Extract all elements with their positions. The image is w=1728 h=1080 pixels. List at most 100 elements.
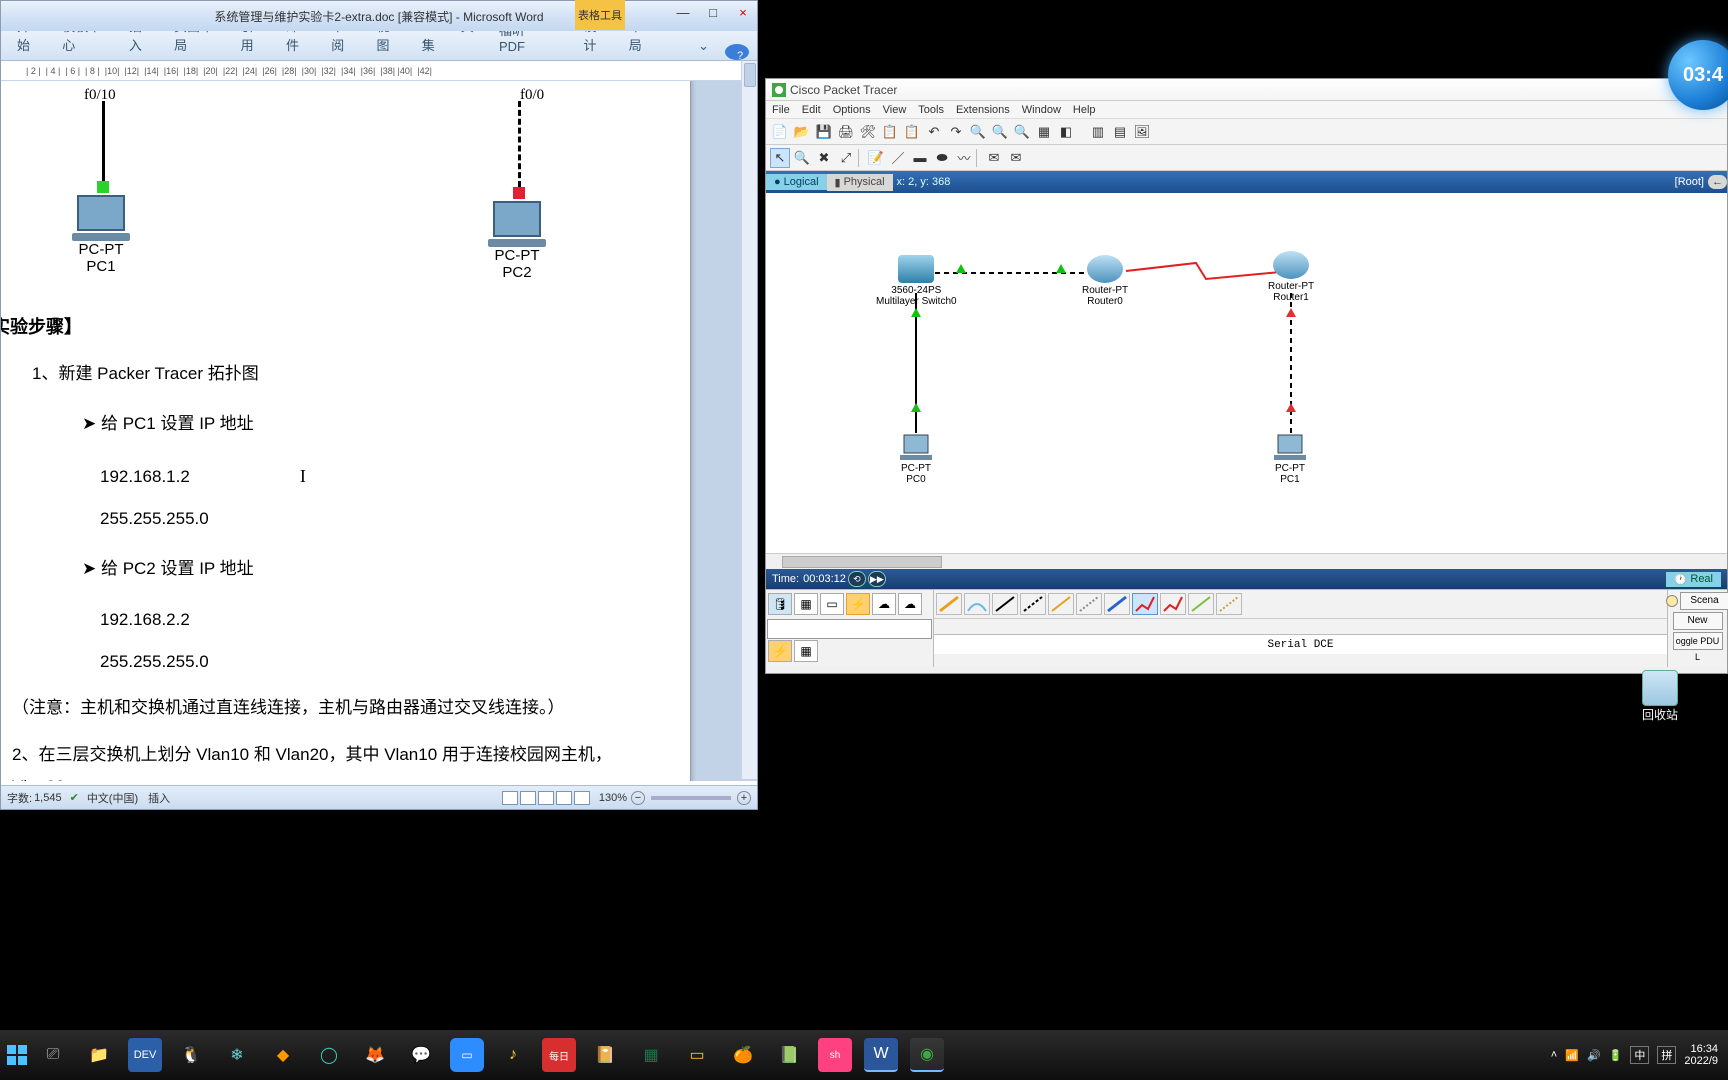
- cat-wan-icon[interactable]: ☁: [872, 593, 896, 615]
- save-icon[interactable]: 💾: [814, 122, 834, 142]
- redo-icon[interactable]: ↷: [946, 122, 966, 142]
- view-web-icon[interactable]: [538, 791, 554, 805]
- cat-grid-icon[interactable]: ▦: [794, 640, 818, 662]
- menu-extensions[interactable]: Extensions: [950, 104, 1016, 116]
- shapes-icon[interactable]: ◧: [1056, 122, 1076, 142]
- delete-icon[interactable]: ✖: [814, 148, 834, 168]
- word-task-icon[interactable]: W: [864, 1038, 898, 1072]
- cat-security-icon[interactable]: ⚡: [768, 640, 792, 662]
- zoom-in-icon[interactable]: +: [737, 791, 751, 805]
- app6-icon[interactable]: sh: [818, 1038, 852, 1072]
- physical-tab[interactable]: ▮ Physical: [827, 174, 893, 191]
- device-search[interactable]: [767, 619, 932, 639]
- cable-usb-icon[interactable]: [1216, 593, 1242, 615]
- back-icon[interactable]: ←: [1708, 175, 1727, 189]
- cat-end-icon[interactable]: ☁: [898, 593, 922, 615]
- zoomout-icon[interactable]: 🔍: [1012, 122, 1032, 142]
- draw-rect-icon[interactable]: ▬: [910, 148, 930, 168]
- view-draft-icon[interactable]: [574, 791, 590, 805]
- menu-file[interactable]: File: [766, 104, 796, 116]
- word-ruler[interactable]: | 2 | | 4 | | 6 | | 8 | |10| |12| |14| |…: [1, 61, 757, 81]
- open-icon[interactable]: 📂: [792, 122, 812, 142]
- spellcheck-icon[interactable]: ✔: [70, 791, 79, 804]
- battery-icon[interactable]: 🔋: [1609, 1049, 1623, 1062]
- device-pc1[interactable]: PC-PT PC1: [1272, 433, 1308, 485]
- select-icon[interactable]: ↖: [770, 148, 790, 168]
- word-titlebar[interactable]: 系统管理与维护实验卡2-extra.doc [兼容模式] - Microsoft…: [1, 1, 757, 31]
- help-icon[interactable]: ?: [725, 44, 749, 60]
- menu-tools[interactable]: Tools: [912, 104, 950, 116]
- app3-icon[interactable]: 📔: [588, 1038, 622, 1072]
- explorer-icon[interactable]: 📁: [82, 1038, 116, 1072]
- zoomreset-icon[interactable]: 🔍: [990, 122, 1010, 142]
- menu-view[interactable]: View: [877, 104, 913, 116]
- undo-icon[interactable]: ↶: [924, 122, 944, 142]
- sound-icon[interactable]: 🔊: [1587, 1049, 1601, 1062]
- scroll-thumb[interactable]: [744, 63, 756, 87]
- cable-serial-dce-icon[interactable]: [1132, 593, 1158, 615]
- cable-serial-dte-icon[interactable]: [1160, 593, 1186, 615]
- insert-mode[interactable]: 插入: [148, 790, 170, 806]
- zoomin-icon[interactable]: 🔍: [968, 122, 988, 142]
- taskview-icon[interactable]: ⎚: [36, 1038, 70, 1072]
- cable-fiber-icon[interactable]: [1048, 593, 1074, 615]
- table-tools-tab[interactable]: 表格工具: [575, 0, 625, 30]
- wordcount[interactable]: 1,545: [34, 792, 62, 804]
- device-router0[interactable]: Router-PT Router0: [1082, 255, 1128, 307]
- sublime-icon[interactable]: ◆: [266, 1038, 300, 1072]
- view-print-icon[interactable]: [502, 791, 518, 805]
- wechat-icon[interactable]: 💬: [404, 1038, 438, 1072]
- pt-canvas[interactable]: 3560-24PS Multilayer Switch0 Router-PT R…: [766, 193, 1727, 553]
- paste-icon[interactable]: 📋: [902, 122, 922, 142]
- menu-options[interactable]: Options: [827, 104, 877, 116]
- ime-pin-icon[interactable]: 拼: [1657, 1046, 1676, 1064]
- pt-titlebar[interactable]: Cisco Packet Tracer: [766, 79, 1727, 101]
- hscroll-thumb[interactable]: [782, 556, 942, 568]
- list2-icon[interactable]: ▤: [1110, 122, 1130, 142]
- root-path[interactable]: [Root]: [1675, 176, 1704, 188]
- calc-icon[interactable]: ▭: [680, 1038, 714, 1072]
- cable-octal-icon[interactable]: [1188, 593, 1214, 615]
- edge-icon[interactable]: ◯: [312, 1038, 346, 1072]
- cable-coax-icon[interactable]: [1104, 593, 1130, 615]
- device-switch0[interactable]: 3560-24PS Multilayer Switch0: [876, 255, 957, 307]
- cat-wireless-icon[interactable]: ⚡: [846, 593, 870, 615]
- network-icon[interactable]: 📶: [1565, 1049, 1579, 1062]
- cable-console-icon[interactable]: [964, 593, 990, 615]
- lang[interactable]: 中文(中国): [87, 790, 138, 806]
- app4-icon[interactable]: 🍊: [726, 1038, 760, 1072]
- zoom-slider[interactable]: [651, 796, 731, 800]
- qqmusic-icon[interactable]: ♪: [496, 1038, 530, 1072]
- cable-phone-icon[interactable]: [1076, 593, 1102, 615]
- device-search-input[interactable]: [767, 619, 932, 639]
- inspect-icon[interactable]: 🔍: [792, 148, 812, 168]
- complex-pdu-icon[interactable]: ✉: [1006, 148, 1026, 168]
- cat-switch-icon[interactable]: ▦: [794, 593, 818, 615]
- scenario-select[interactable]: Scena: [1680, 592, 1728, 610]
- note-icon[interactable]: 📝: [866, 148, 886, 168]
- menu-window[interactable]: Window: [1016, 104, 1067, 116]
- realtime-tab[interactable]: 🕐 Real: [1666, 572, 1721, 587]
- start-button[interactable]: [4, 1042, 30, 1068]
- simple-pdu-icon[interactable]: ✉: [984, 148, 1004, 168]
- app1-icon[interactable]: ❄: [220, 1038, 254, 1072]
- fast-forward-icon[interactable]: ▶▶: [868, 571, 886, 587]
- toggle-pdu-button[interactable]: oggle PDU L: [1673, 632, 1723, 650]
- menu-help[interactable]: Help: [1067, 104, 1102, 116]
- qq-icon[interactable]: 🐧: [174, 1038, 208, 1072]
- menu-edit[interactable]: Edit: [796, 104, 827, 116]
- cat-router-icon[interactable]: 🛢: [768, 593, 792, 615]
- zoom-value[interactable]: 130%: [599, 792, 627, 804]
- copy-icon[interactable]: 📋: [880, 122, 900, 142]
- ribbon-collapse-icon[interactable]: ⌄: [686, 34, 721, 60]
- zoom-icon[interactable]: ▭: [450, 1038, 484, 1072]
- cable-hscroll[interactable]: [934, 618, 1667, 634]
- word-page-area[interactable]: f0/10 PC-PT PC1 f0/0 PC-PT PC2: [1, 81, 757, 781]
- tray-expand-icon[interactable]: ˄: [1551, 1049, 1557, 1061]
- excel-icon[interactable]: ▦: [634, 1038, 668, 1072]
- logical-tab[interactable]: ● Logical: [766, 174, 827, 190]
- draw-line-icon[interactable]: ／: [888, 148, 908, 168]
- firefox-icon[interactable]: 🦊: [358, 1038, 392, 1072]
- photo-icon[interactable]: 🖼: [1132, 122, 1152, 142]
- wizard-icon[interactable]: 🛠: [858, 122, 878, 142]
